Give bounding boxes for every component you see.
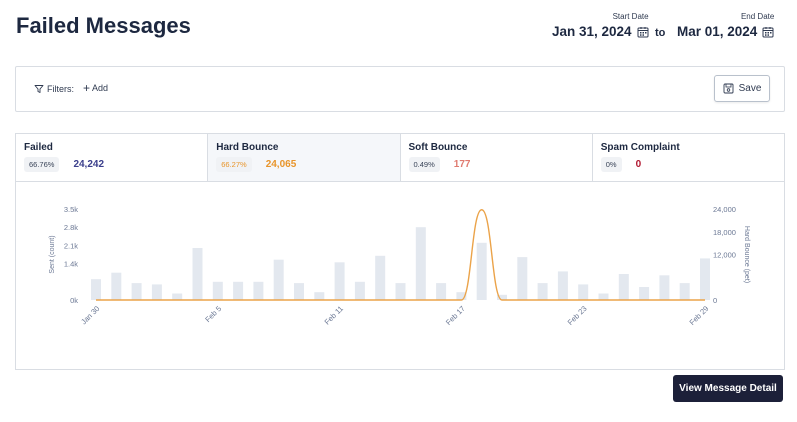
sent-bar — [192, 248, 203, 300]
tab-count: 24,065 — [265, 159, 297, 170]
sent-bar — [212, 281, 223, 300]
sent-bar — [91, 279, 101, 300]
sent-bar — [395, 283, 406, 300]
y-axis-right-label: Hard Bounce (pet) — [743, 226, 750, 283]
calendar-icon[interactable] — [762, 26, 774, 38]
start-date-picker[interactable]: Start Date Jan 31, 2024 — [552, 12, 649, 39]
sent-bar — [639, 287, 650, 300]
page-title: Failed Messages — [16, 13, 191, 38]
sent-bar — [618, 274, 629, 300]
sent-bar — [659, 275, 670, 300]
tab-failed[interactable]: Failed 66.76% 24,242 — [16, 134, 209, 181]
sent-bar — [456, 292, 467, 300]
sent-bar — [700, 258, 710, 300]
save-icon — [723, 83, 734, 94]
sent-bar — [131, 283, 142, 300]
y-tick-left: 2.1k — [64, 241, 78, 250]
sent-bar — [314, 292, 325, 300]
end-date-label: End Date — [740, 12, 775, 21]
failed-messages-chart: 0k 1.4k 2.1k 2.8k 3.5k 0 12,000 18,000 24,000 Sen… — [49, 205, 750, 327]
save-button-label: Save — [738, 83, 762, 94]
y-tick-left: 2.8k — [64, 223, 78, 232]
y-tick-right: 12,000 — [713, 251, 736, 260]
y-axis-left-label: Sent (count) — [49, 235, 56, 273]
end-date-picker[interactable]: End Date Mar 01, 2024 — [677, 12, 774, 39]
sent-bar — [172, 293, 183, 300]
sent-bar — [537, 283, 548, 300]
x-tick: Feb 29 — [688, 304, 711, 327]
tab-soft-bounce[interactable]: Soft Bounce 0.49% 177 — [401, 134, 593, 181]
tab-count: 0 — [635, 159, 642, 170]
plus-icon: + — [83, 80, 91, 95]
y-tick-right: 24,000 — [713, 205, 736, 214]
date-range-separator: to — [655, 27, 666, 39]
sent-bar — [273, 259, 284, 300]
add-filter-label: Add — [92, 83, 109, 93]
y-tick-left: 3.5k — [64, 205, 78, 214]
end-date-value[interactable]: Mar 01, 2024 — [677, 24, 758, 39]
sent-bar — [578, 284, 589, 300]
tab-count: 177 — [453, 159, 471, 170]
percent-badge: 66.27% — [216, 157, 252, 172]
filter-icon — [34, 85, 44, 93]
stat-tabs: Failed 66.76% 24,242 Hard Bounce 66.27% … — [16, 134, 784, 182]
start-date-label: Start Date — [612, 12, 649, 21]
sent-bar — [557, 271, 568, 300]
sent-bar — [517, 257, 528, 300]
tab-hard-bounce[interactable]: Hard Bounce 66.27% 24,065 — [208, 134, 401, 181]
stats-panel: Failed 66.76% 24,242 Hard Bounce 66.27% … — [15, 133, 785, 370]
calendar-icon[interactable] — [637, 26, 649, 38]
save-button[interactable]: Save — [714, 75, 770, 102]
sent-bar — [436, 283, 447, 300]
x-tick: Jan 30 — [79, 304, 101, 326]
filters-label-text: Filters: — [47, 84, 74, 94]
tab-title: Failed — [24, 142, 53, 153]
sent-bar — [497, 294, 507, 300]
sent-bar — [598, 293, 609, 300]
filter-bar: Filters: + Add Save — [15, 66, 785, 112]
x-tick: Feb 23 — [566, 304, 589, 327]
x-tick: Feb 17 — [444, 304, 467, 327]
tab-title: Hard Bounce — [216, 142, 279, 153]
percent-badge: 0.49% — [408, 157, 440, 172]
sent-bar — [476, 242, 487, 300]
sent-bar — [354, 281, 365, 300]
y-tick-left: 1.4k — [64, 260, 78, 269]
add-filter-button[interactable]: + Add — [83, 80, 109, 95]
sent-bar — [294, 283, 304, 300]
y-tick-left: 0k — [70, 296, 78, 305]
sent-bar — [111, 272, 122, 300]
tab-title: Spam Complaint — [600, 142, 680, 153]
sent-bar — [334, 262, 345, 300]
percent-badge: 66.76% — [24, 157, 60, 172]
hard-bounce-line — [96, 209, 705, 301]
x-tick: Feb 11 — [323, 304, 345, 326]
tab-spam-complaint[interactable]: Spam Complaint 0% 0 — [593, 134, 784, 181]
tab-title: Soft Bounce — [408, 142, 468, 153]
sent-bar — [375, 255, 386, 300]
percent-badge: 0% — [600, 157, 622, 172]
sent-bar — [233, 281, 244, 300]
sent-bar — [151, 284, 162, 300]
view-message-detail-button[interactable]: View Message Detail — [673, 375, 783, 402]
x-tick: Feb 5 — [203, 304, 223, 324]
sent-bar — [415, 227, 426, 300]
tab-count: 24,242 — [73, 159, 105, 170]
start-date-value[interactable]: Jan 31, 2024 — [552, 24, 632, 39]
y-tick-right: 0 — [713, 296, 717, 305]
sent-bar — [253, 281, 264, 300]
sent-bar — [679, 283, 690, 300]
filters-label: Filters: — [34, 84, 74, 94]
y-tick-right: 18,000 — [713, 228, 736, 237]
